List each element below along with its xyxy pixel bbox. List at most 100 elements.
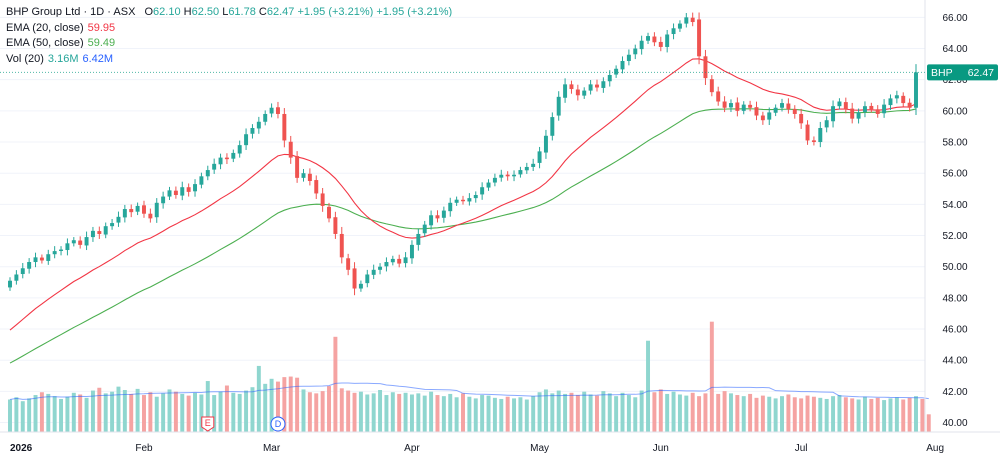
candle-body xyxy=(690,17,695,23)
candle xyxy=(869,102,874,113)
candle-body xyxy=(129,209,134,213)
candle-body xyxy=(288,141,293,158)
volume-bar xyxy=(588,394,593,432)
candle xyxy=(231,149,236,163)
volume-bar xyxy=(454,397,459,432)
candle xyxy=(46,249,51,265)
volume-bar xyxy=(907,397,912,432)
candle-body xyxy=(499,174,504,178)
ema20-label: EMA (20, close) xyxy=(6,21,84,34)
legend-ema20-row[interactable]: EMA (20, close) 59.95 xyxy=(6,21,452,37)
candle xyxy=(914,64,918,116)
volume-bar xyxy=(333,336,338,432)
volume-bar xyxy=(550,393,555,432)
legend-ema50-row[interactable]: EMA (50, close) 59.49 xyxy=(6,36,452,52)
volume-bar xyxy=(684,395,689,432)
volume-bar xyxy=(441,396,446,432)
candle-body xyxy=(550,117,555,136)
candle xyxy=(218,153,223,170)
candle-body xyxy=(582,90,587,96)
volume-bar xyxy=(480,395,485,432)
time-tick-label: Mar xyxy=(263,443,281,454)
price-tick-label: 54.00 xyxy=(942,200,967,211)
volume-bar xyxy=(748,393,753,432)
candle xyxy=(531,158,536,172)
candle xyxy=(728,99,733,113)
candle-body xyxy=(684,17,689,24)
candle-body xyxy=(543,135,548,153)
candle-body xyxy=(416,233,421,245)
candle-body xyxy=(505,174,510,177)
candle-body xyxy=(735,102,740,111)
candle xyxy=(454,196,459,206)
candle-body xyxy=(537,151,542,163)
candle xyxy=(658,36,663,52)
candle xyxy=(173,186,178,199)
legend-volume-row[interactable]: Vol (20) 3.16M 6.42M xyxy=(6,52,452,68)
candle xyxy=(397,254,402,268)
candle-body xyxy=(339,233,344,258)
candle xyxy=(518,166,523,178)
candle xyxy=(403,252,408,268)
candle-body xyxy=(671,28,676,35)
volume-bar xyxy=(90,390,95,432)
high-value: 62.50 xyxy=(191,6,220,18)
candle xyxy=(805,120,810,145)
volume-bar xyxy=(620,392,625,432)
open-label: O xyxy=(144,6,154,18)
volume-bar xyxy=(722,391,727,432)
candle xyxy=(875,105,880,118)
candle-body xyxy=(792,108,797,114)
candle-body xyxy=(633,48,638,55)
ema20-path xyxy=(9,58,917,331)
candle-body xyxy=(697,19,702,57)
volume-bar xyxy=(378,390,383,432)
volume-bar xyxy=(180,393,185,432)
volume-bar xyxy=(429,391,434,432)
price-axis[interactable]: 40.00 42.00 44.00 46.00 48.00 50.00 52.00 54.00… xyxy=(924,0,968,432)
volume-bar xyxy=(358,391,363,432)
candle xyxy=(563,78,568,103)
volume-bar xyxy=(212,395,217,432)
candle xyxy=(690,12,695,27)
candle-body xyxy=(429,215,434,226)
open-value: 62.10 xyxy=(153,6,181,18)
candle-body xyxy=(646,36,651,41)
volume-bar xyxy=(894,397,899,432)
candle xyxy=(856,108,861,124)
volume-bar xyxy=(639,390,644,432)
candle xyxy=(773,104,778,117)
candle-body xyxy=(454,199,459,203)
candle-body xyxy=(652,36,657,43)
volume-bar xyxy=(8,399,12,432)
volume-bar xyxy=(512,398,517,432)
candle xyxy=(352,262,357,296)
candle-body xyxy=(894,95,899,99)
candle xyxy=(148,208,153,223)
volume-bar xyxy=(422,395,427,432)
volume-bar xyxy=(926,414,931,432)
candle-body xyxy=(142,205,146,214)
time-axis[interactable]: 2026 Feb Mar Apr May Jun Jul Aug xyxy=(0,431,1000,454)
volume-bar xyxy=(84,397,89,432)
candle-body xyxy=(422,224,427,234)
candle-body xyxy=(607,75,612,82)
candle xyxy=(199,172,204,189)
candle-body xyxy=(875,109,880,114)
volume-bar xyxy=(224,385,229,432)
candle-body xyxy=(97,231,102,234)
candle xyxy=(416,228,421,251)
candle-body xyxy=(754,107,759,116)
candle xyxy=(512,170,517,182)
volume-bar xyxy=(563,393,568,432)
candle xyxy=(65,238,70,256)
candle xyxy=(346,253,351,276)
candle xyxy=(110,219,115,230)
volume-bar xyxy=(97,387,102,432)
volume-bar xyxy=(231,392,236,432)
volume-bar xyxy=(499,398,504,432)
volume-bar xyxy=(837,395,842,432)
candle xyxy=(894,90,899,104)
volume-ma-value: 6.42M xyxy=(82,52,114,65)
